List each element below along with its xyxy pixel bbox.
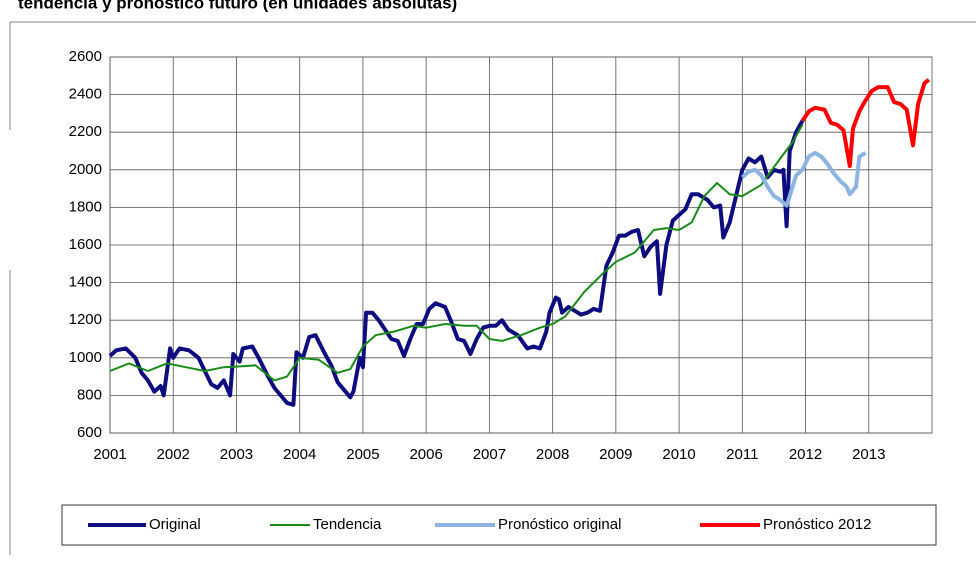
x-tick-label: 2005 (346, 446, 379, 463)
plot-border (109, 56, 933, 434)
x-tick-label: 2006 (409, 446, 442, 463)
y-tick-label: 1400 (69, 274, 102, 291)
x-tick-label: 2012 (789, 446, 822, 463)
y-tick-label: 2000 (69, 161, 102, 178)
chart-title: tendencia y pronóstico futuro (en unidad… (18, 0, 457, 12)
legend-label: Pronóstico 2012 (763, 516, 871, 533)
series-line (108, 119, 805, 407)
y-tick-label: 2400 (69, 86, 102, 103)
legend-box (61, 504, 937, 546)
legend-label: Tendencia (313, 516, 382, 533)
x-tick-label: 2011 (726, 446, 758, 463)
x-tick-label: 2004 (283, 446, 316, 463)
y-tick-label: 1800 (69, 198, 102, 215)
x-tick-label: 2001 (93, 446, 126, 463)
x-tick-label: 2009 (599, 446, 632, 463)
series-line (800, 78, 931, 168)
y-tick-label: 1000 (69, 349, 102, 366)
y-tick-label: 1200 (69, 311, 102, 328)
y-tick-label: 600 (77, 424, 102, 441)
y-tick-label: 800 (77, 386, 102, 403)
x-tick-label: 2003 (220, 446, 253, 463)
legend-label: Pronóstico original (498, 516, 621, 533)
x-tick-label: 2002 (157, 446, 190, 463)
y-tick-label: 2200 (69, 123, 102, 140)
x-tick-label: 2008 (536, 446, 569, 463)
legend-label: Original (149, 516, 201, 533)
series-line (109, 124, 804, 382)
y-tick-label: 2600 (69, 48, 102, 65)
y-tick-label: 1600 (69, 236, 102, 253)
x-tick-label: 2013 (852, 446, 885, 463)
x-tick-label: 2007 (473, 446, 506, 463)
x-tick-label: 2010 (662, 446, 695, 463)
series-line (740, 150, 867, 208)
